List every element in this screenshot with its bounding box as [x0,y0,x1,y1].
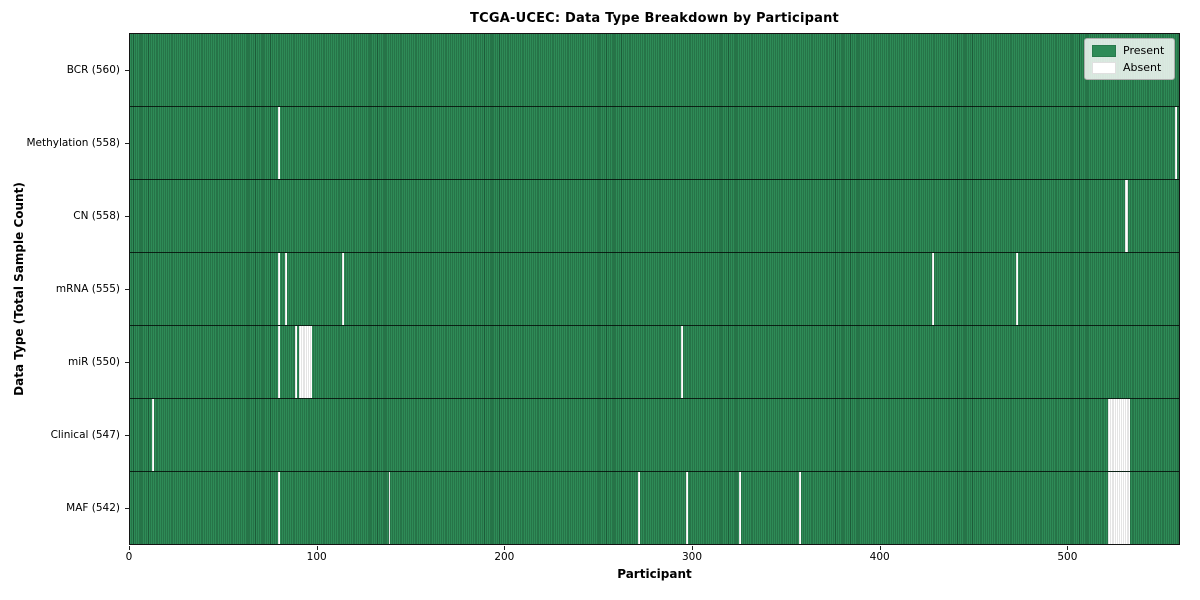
absent-gap [738,472,741,544]
absent-gap [931,253,934,325]
legend-label: Absent [1123,61,1162,74]
absent-gap [298,326,312,398]
x-tick-mark [1067,546,1069,550]
y-tick-label: BCR (560) [66,63,120,76]
y-tick-label: Methylation (558) [26,136,120,149]
x-tick-mark [692,546,694,550]
absent-gap [388,472,391,544]
absent-gap [341,253,344,325]
y-tick-label: mRNA (555) [55,283,120,295]
y-tick-mark [125,508,129,509]
absent-gap [680,326,683,398]
absent-gap [277,326,280,398]
y-tick-mark [125,362,129,363]
absent-gap [277,107,280,179]
x-tick-label: 300 [682,551,703,563]
absent-gap [152,399,155,471]
absent-gap [294,326,297,398]
absent-gap [1016,253,1018,325]
heatmap-row [130,252,1179,325]
x-tick-label: 400 [869,551,890,563]
x-tick-label: 0 [125,551,133,563]
heatmap-row [130,398,1179,471]
y-tick-mark [125,143,129,144]
y-tick-mark [125,435,129,436]
y-tick-label: MAF (542) [66,502,120,515]
heatmap-row [130,106,1179,179]
heatmap-row [130,471,1179,544]
x-tick-label: 500 [1057,551,1078,563]
y-tick-label: Clinical (547) [50,429,120,442]
y-tick-mark [125,70,129,71]
heatmap-row [130,179,1179,252]
legend-swatch [1092,44,1116,57]
x-tick-mark [316,546,318,550]
chart-title: TCGA-UCEC: Data Type Breakdown by Partic… [470,11,839,26]
absent-gap [1107,472,1131,544]
x-tick-label: 200 [494,551,515,563]
legend-item: Absent [1092,61,1166,74]
absent-gap [637,472,640,544]
y-tick-label: CN (558) [73,209,120,222]
x-tick-label: 100 [306,551,327,563]
legend: Present Absent [1084,38,1175,80]
absent-gap [277,253,280,325]
absent-gap [798,472,801,544]
y-tick-label: miR (550) [67,356,120,369]
x-tick-mark [129,546,130,550]
absent-gap [1124,180,1129,252]
heatmap-row [130,325,1179,398]
absent-gap [277,472,280,544]
legend-label: Present [1123,44,1165,57]
x-axis-label: Participant [617,567,692,581]
x-tick-mark [504,546,506,550]
absent-gap [1175,107,1178,179]
y-tick-mark [125,289,129,290]
legend-swatch [1092,61,1116,74]
y-tick-mark [125,216,129,217]
legend-item: Present [1092,44,1166,57]
heatmap-row [130,34,1179,106]
x-tick-mark [879,546,881,550]
absent-gap [686,472,689,544]
absent-gap [1107,399,1131,471]
absent-gap [285,253,288,325]
plot-area [129,33,1180,545]
